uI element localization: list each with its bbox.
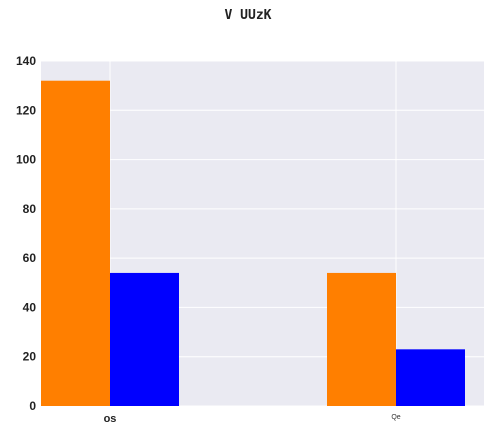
y-axis-ticks: 0 20 40 60 80 100 120 140 <box>16 54 36 413</box>
y-tick-label: 120 <box>16 103 36 117</box>
x-tick-label: Qe <box>391 414 400 421</box>
bars <box>41 80 465 406</box>
y-tick-label: 140 <box>16 54 36 68</box>
bar-Qe-series-2 <box>396 349 465 406</box>
chart-title: V UUzK <box>224 8 272 23</box>
y-tick-label: 60 <box>23 251 37 265</box>
bar-Qe-series-1 <box>327 272 396 406</box>
y-tick-label: 20 <box>23 350 37 364</box>
bar-os-series-1 <box>41 80 110 406</box>
x-tick-label: os <box>104 413 117 425</box>
y-tick-label: 100 <box>16 153 36 167</box>
x-axis-ticks: os Qe <box>104 413 401 425</box>
y-tick-label: 0 <box>29 399 36 413</box>
y-tick-label: 40 <box>23 300 37 314</box>
bar-os-series-2 <box>110 272 179 406</box>
y-tick-label: 80 <box>23 202 37 216</box>
